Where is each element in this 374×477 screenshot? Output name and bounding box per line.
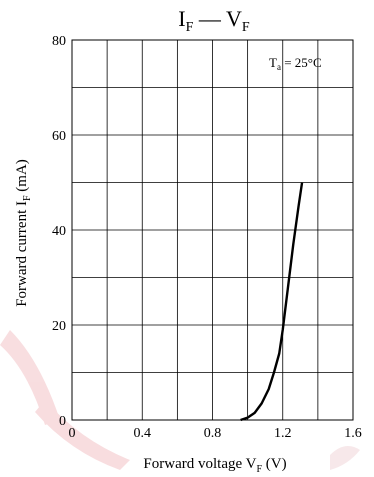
grid-lines [71, 39, 354, 421]
iv-curve-line [240, 182, 304, 422]
y-tick-label: 40 [52, 224, 66, 239]
x-tick-labels: 0 0.4 0.8 1.2 1.6 [69, 426, 362, 441]
x-tick-label: 1.2 [274, 426, 292, 441]
x-axis-label: Forward voltage VF (V) [143, 456, 286, 475]
y-axis-label: Forward current IF (mA) [14, 159, 33, 307]
y-tick-label: 60 [52, 129, 66, 144]
x-tick-label: 0 [69, 426, 76, 441]
watermark-logo [0, 330, 360, 470]
plot-frame [71, 39, 354, 421]
x-tick-label: 0.4 [134, 426, 152, 441]
y-tick-label: 80 [52, 34, 66, 49]
x-tick-label: 1.6 [344, 426, 362, 441]
y-tick-label: 20 [52, 319, 66, 334]
y-tick-label: 0 [59, 414, 66, 429]
chart-title: IF — VF [178, 6, 250, 35]
temperature-annotation: Ta = 25°C [269, 55, 322, 72]
y-tick-labels: 0 20 40 60 80 [52, 34, 66, 429]
x-tick-label: 0.8 [204, 426, 222, 441]
series-layer [240, 182, 304, 422]
